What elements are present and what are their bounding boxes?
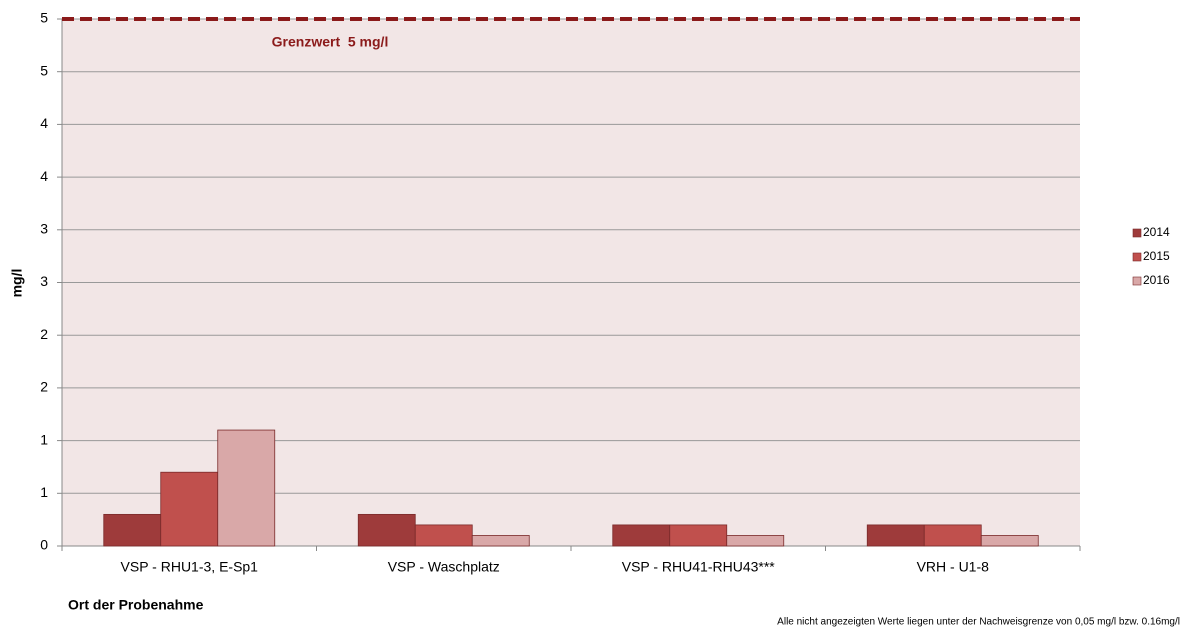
x-tick-label: VSP - RHU41-RHU43***: [622, 559, 776, 575]
y-tick-label: 1: [40, 484, 48, 500]
legend-label: 2015: [1143, 249, 1170, 263]
y-tick-label: 0: [40, 537, 48, 553]
legend-label: 2016: [1143, 273, 1170, 287]
bar: [103, 513, 162, 547]
y-tick-label: 5: [40, 10, 48, 26]
threshold-label: Grenzwert 5 mg/l: [272, 34, 389, 50]
legend-swatch: [1132, 228, 1142, 238]
bar: [669, 524, 728, 547]
legend-swatch: [1132, 276, 1142, 286]
bar: [414, 524, 473, 547]
bar: [357, 513, 416, 547]
y-axis-label: mg/l: [9, 269, 25, 298]
bar: [160, 471, 219, 547]
bar: [612, 524, 671, 547]
y-tick-label: 3: [40, 273, 48, 289]
x-tick-label: VSP - RHU1-3, E-Sp1: [121, 559, 259, 575]
y-tick-label: 1: [40, 431, 48, 447]
bar: [471, 535, 530, 547]
y-tick-label: 4: [40, 115, 48, 131]
footnote: Alle nicht angezeigten Werte liegen unte…: [777, 617, 1180, 628]
y-tick-label: 2: [40, 379, 48, 395]
legend-label: 2014: [1143, 225, 1170, 239]
legend-swatch: [1132, 252, 1142, 262]
y-tick-label: 2: [40, 326, 48, 342]
bar: [980, 535, 1039, 547]
y-tick-label: 3: [40, 221, 48, 237]
bar: [217, 429, 276, 547]
x-tick-label: VRH - U1-8: [917, 559, 990, 575]
x-axis-label: Ort der Probenahme: [68, 597, 204, 613]
bar: [923, 524, 982, 547]
y-tick-label: 4: [40, 168, 48, 184]
x-tick-label: VSP - Waschplatz: [388, 559, 500, 575]
bar: [726, 535, 785, 547]
y-tick-label: 5: [40, 62, 48, 78]
bar: [866, 524, 925, 547]
